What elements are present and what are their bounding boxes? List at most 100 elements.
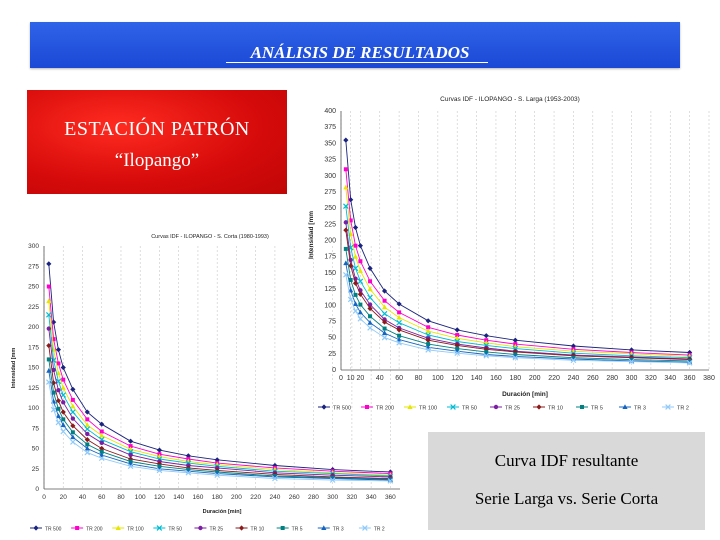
data-point — [368, 279, 373, 284]
x-tick-label: 100 — [135, 494, 146, 501]
data-point — [357, 278, 364, 285]
data-point — [61, 377, 66, 382]
data-point — [99, 421, 105, 427]
x-tick-label: 260 — [289, 494, 300, 501]
x-tick-label: 100 — [432, 375, 444, 382]
y-tick-label: 250 — [324, 205, 336, 212]
title-banner — [30, 22, 680, 68]
data-point — [70, 409, 76, 415]
series-line-5 — [48, 345, 391, 479]
x-tick-label: 40 — [376, 375, 384, 382]
data-point — [454, 350, 461, 356]
x-tick-label: 10 — [347, 375, 355, 382]
legend-label: TR 2 — [374, 527, 385, 533]
data-point — [45, 312, 52, 318]
data-point — [60, 422, 66, 428]
data-point — [483, 352, 490, 359]
data-point — [357, 243, 363, 249]
data-point — [98, 436, 105, 443]
caption-subtitle: Serie Larga vs. Serie Corta — [474, 489, 659, 508]
x-tick-label: 280 — [606, 375, 618, 382]
data-point — [343, 246, 348, 251]
data-point — [56, 361, 61, 366]
legend-marker — [493, 404, 499, 410]
y-tick-label: 25 — [328, 351, 336, 358]
legend-label: TR 10 — [251, 527, 265, 533]
y-tick-label: 250 — [28, 284, 39, 291]
y-tick-label: 75 — [328, 318, 336, 325]
series-line-2 — [48, 301, 391, 476]
x-tick-label: 60 — [98, 494, 106, 501]
data-point — [343, 227, 349, 233]
legend-label: TR 50 — [168, 527, 182, 533]
data-point — [628, 358, 635, 365]
data-point — [352, 308, 359, 314]
y-tick-label: 125 — [324, 286, 336, 293]
y-tick-label: 50 — [328, 335, 336, 342]
data-point — [46, 284, 51, 289]
legend-marker — [365, 405, 369, 409]
data-point — [70, 416, 76, 421]
data-point — [352, 253, 359, 259]
series-line-1 — [345, 169, 690, 356]
caption-box: Curva IDF resultante Serie Larga vs. Ser… — [428, 432, 705, 530]
x-axis-label: Duración [min] — [203, 509, 242, 515]
data-point — [61, 417, 66, 422]
legend-marker — [536, 404, 542, 410]
x-tick-label: 260 — [587, 375, 599, 382]
data-point — [84, 449, 91, 456]
y-axis-label: Intensidad [mm — [308, 211, 315, 259]
data-point — [99, 449, 104, 454]
series-line-2 — [345, 187, 690, 357]
x-tick-label: 300 — [327, 494, 338, 501]
legend-marker — [407, 404, 413, 409]
data-point — [127, 438, 134, 444]
data-point — [352, 265, 359, 272]
chart-0-group: 0255075100125150175200225250275300325350… — [308, 96, 715, 412]
data-point — [85, 417, 90, 422]
legend-label: TR 25 — [209, 527, 223, 533]
y-tick-label: 175 — [28, 344, 39, 351]
x-tick-label: 80 — [415, 375, 423, 382]
x-tick-label: 360 — [385, 494, 396, 501]
x-tick-label: 120 — [154, 494, 165, 501]
y-tick-label: 125 — [28, 385, 39, 392]
x-tick-label: 360 — [684, 375, 696, 382]
legend-marker — [362, 525, 368, 531]
y-tick-label: 150 — [324, 270, 336, 277]
legend-marker — [115, 525, 121, 530]
data-point — [512, 337, 518, 343]
data-point — [84, 426, 91, 432]
y-tick-label: 100 — [28, 405, 39, 412]
data-point — [396, 339, 402, 346]
x-tick-label: 160 — [193, 494, 204, 501]
data-point — [84, 436, 90, 443]
y-tick-label: 275 — [28, 263, 39, 270]
x-tick-label: 380 — [703, 375, 715, 382]
data-point — [357, 309, 363, 315]
data-point — [60, 384, 66, 390]
x-tick-label: 40 — [79, 494, 87, 501]
data-point — [185, 469, 192, 476]
data-point — [367, 305, 373, 312]
data-point — [343, 271, 349, 278]
series-line-3 — [345, 206, 690, 359]
data-point — [367, 302, 373, 307]
data-point — [85, 431, 90, 437]
data-point — [127, 448, 134, 455]
data-point — [367, 265, 373, 271]
legend-label: TR 100 — [127, 527, 144, 533]
data-point — [50, 406, 57, 413]
data-point — [329, 477, 336, 483]
legend-label: TR 100 — [419, 406, 437, 412]
legend-marker — [622, 404, 628, 409]
data-point — [70, 423, 76, 429]
y-tick-label: 75 — [32, 425, 40, 432]
data-point — [46, 298, 52, 304]
station-location: “Ilopango” — [114, 150, 200, 171]
legend-label: TR 3 — [634, 406, 646, 412]
legend-label: TR 200 — [86, 527, 103, 533]
data-point — [99, 432, 105, 438]
data-point — [45, 379, 52, 385]
data-point — [156, 467, 163, 474]
